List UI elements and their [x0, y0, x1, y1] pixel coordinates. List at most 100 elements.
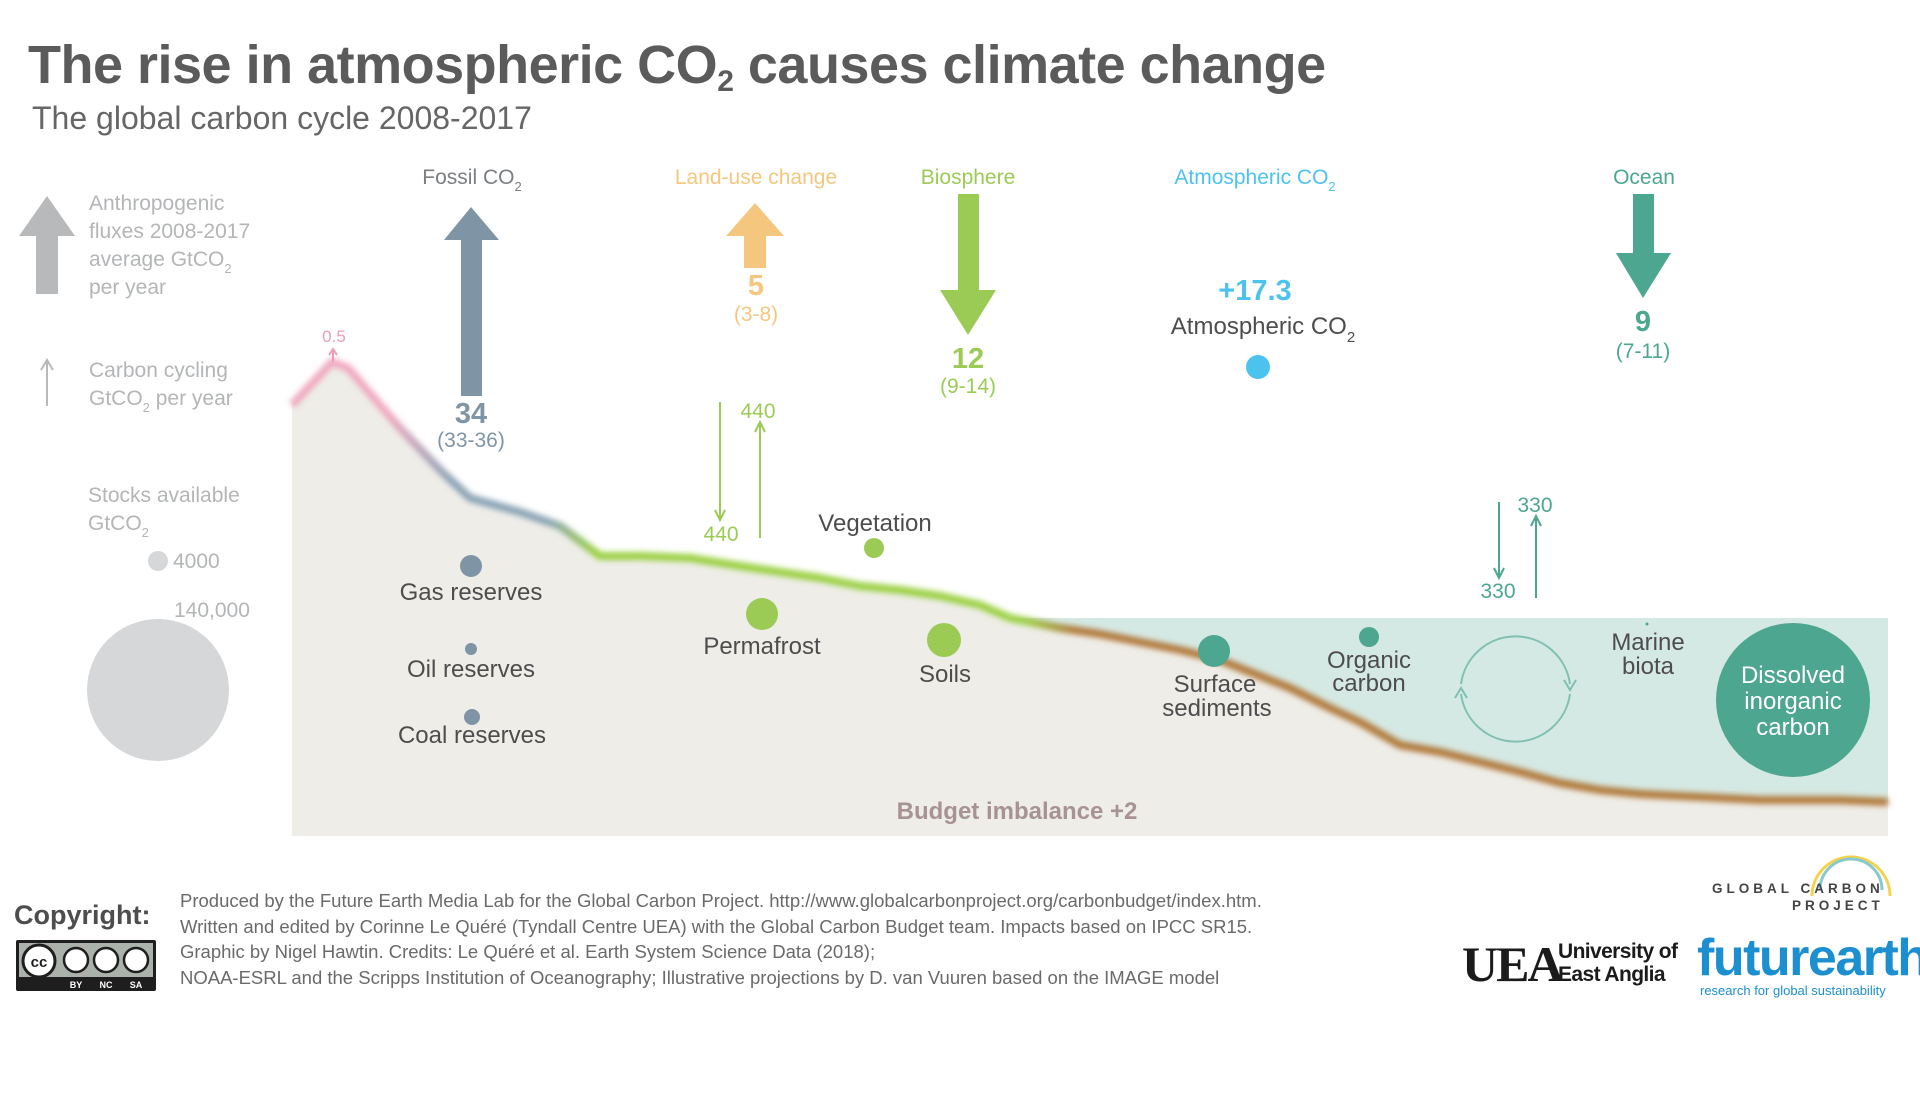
oil-reserves-label: Oil reserves [407, 656, 535, 683]
ocean-arrow-icon [1616, 194, 1671, 298]
uea-logo-mark[interactable]: UEA [1462, 936, 1564, 992]
atmospheric-stock [1246, 355, 1270, 379]
surface-sediments-label: Surface [1174, 671, 1257, 698]
gcp-line1: GLOBAL CARBON [1712, 881, 1884, 896]
legend-flux-arrow-icon [19, 196, 75, 294]
volcanic-arrowhead [328, 347, 338, 356]
land-cycle-up-value: 440 [740, 400, 775, 423]
legend-cycle-arrowhead [40, 358, 54, 371]
legend-flux-line3: average GtCO2 [89, 248, 232, 276]
biosphere-heading: Biosphere [921, 166, 1016, 189]
credits: Produced by the Future Earth Media Lab f… [180, 888, 1262, 990]
future-earth-logo[interactable]: futurearth [1697, 929, 1920, 987]
ocean-cycle-loop-arrowhead-left [1454, 686, 1468, 699]
gcp-logo-arc-icon-2 [1818, 857, 1884, 891]
future-earth-tagline: research for global sustainability [1700, 983, 1886, 998]
ocean-value: 9 [1635, 306, 1651, 338]
ocean-heading: Ocean [1613, 166, 1675, 189]
credits-line2: Written and edited by Corinne Le Quéré (… [180, 915, 1253, 937]
legend-flux-line1: Anthropogenic [89, 192, 224, 215]
ocean-range: (7-11) [1616, 340, 1670, 363]
dic-label-2: inorganic [1744, 688, 1841, 715]
ocean-carbon-cycling: 330 330 [1480, 494, 1552, 603]
gas-reserves-stock [460, 555, 482, 577]
credits-line1: Produced by the Future Earth Media Lab f… [180, 890, 1262, 911]
landuse-value: 5 [748, 270, 764, 302]
atmospheric-label: Atmospheric CO2 [1171, 313, 1355, 346]
cc-by-label: BY [70, 980, 83, 990]
uea-line1: University of [1558, 940, 1678, 963]
dic-label-1: Dissolved [1741, 662, 1845, 689]
ocean-cycle-loop-icon [1460, 635, 1571, 685]
organic-carbon-label: Organic [1327, 647, 1411, 674]
atmospheric-heading: Atmospheric CO2 [1174, 166, 1335, 194]
land-stocks: Vegetation Permafrost Soils [703, 510, 971, 688]
vegetation-label: Vegetation [818, 510, 931, 537]
ocean-cycle-loop-icon-lower [1460, 693, 1571, 743]
marine-biota-label-2: biota [1622, 653, 1675, 680]
marine-biota-label: Marine [1611, 629, 1684, 656]
coal-reserves-stock [464, 709, 480, 725]
uea-line2: East Anglia [1558, 963, 1666, 986]
credits-line4: NOAA-ESRL and the Scripps Institution of… [180, 966, 1220, 988]
page-subtitle: The global carbon cycle 2008-2017 [32, 100, 532, 136]
ocean-cycle-down-arrowhead [1493, 567, 1505, 581]
oil-reserves-stock [465, 643, 477, 655]
legend-small-stock-value: 4000 [173, 550, 220, 573]
legend-flux-line2: fluxes 2008-2017 [89, 220, 250, 243]
legend-large-stock [87, 619, 229, 761]
soils-stock [927, 623, 961, 657]
fossil-value: 34 [455, 398, 487, 430]
gcp-logo-arc-icon [1810, 855, 1892, 897]
volcanic-value: 0.5 [322, 327, 346, 346]
biosphere: Biosphere 12 (9-14) [921, 166, 1016, 398]
ocean-stocks: Surface sediments Organic carbon Marine … [1162, 622, 1870, 777]
biosphere-value: 12 [952, 343, 984, 375]
fossil-arrow-icon [444, 207, 499, 396]
legend-small-stock [148, 551, 168, 571]
surface-sediments-stock [1198, 635, 1230, 667]
landuse-arrow-icon [726, 203, 784, 268]
legend-cycle-line1: Carbon cycling [89, 359, 228, 382]
cc-license-badge[interactable]: cc BY NC SA [16, 940, 156, 991]
ocean: Ocean 9 (7-11) [1613, 166, 1675, 363]
ocean-cycle-up-arrowhead [1530, 513, 1542, 527]
vegetation-stock [864, 538, 884, 558]
gcp-line2: PROJECT [1791, 898, 1884, 913]
ocean-cycle-loop-arrowhead-right [1563, 679, 1577, 692]
budget-imbalance: Budget imbalance +2 [897, 798, 1138, 825]
gas-reserves-label: Gas reserves [400, 579, 543, 606]
atmospheric-co2: Atmospheric CO2 +17.3 Atmospheric CO2 [1171, 166, 1355, 379]
land-cycle-down-arrowhead [714, 509, 726, 523]
dissolved-inorganic-carbon-stock [1716, 623, 1870, 777]
ocean-cycle-up-value: 330 [1517, 494, 1552, 517]
soils-label: Soils [919, 661, 971, 688]
fossil-reserves: Gas reserves Oil reserves Coal reserves [398, 555, 546, 749]
credits-line3: Graphic by Nigel Hawtin. Credits: Le Qué… [180, 941, 876, 962]
ocean-cycle-down-value: 330 [1480, 580, 1515, 603]
cc-nc-icon [92, 946, 120, 974]
cc-sa-icon [122, 946, 150, 974]
terrain-edge [289, 358, 1889, 806]
legend-flux-line4: per year [89, 276, 166, 299]
landuse-range: (3-8) [734, 303, 778, 326]
surface-sediments-label-2: sediments [1162, 695, 1271, 722]
land-cycle-up-arrowhead [754, 419, 766, 433]
cc-by-icon [62, 946, 90, 974]
dic-label-3: carbon [1756, 714, 1829, 741]
organic-carbon-stock [1359, 627, 1379, 647]
legend-large-stock-value: 140,000 [174, 599, 250, 622]
cc-icon [21, 943, 57, 979]
landuse-heading: Land-use change [675, 166, 837, 189]
volcanic-flux: 0.5 [322, 327, 346, 362]
gcp-logo[interactable] [1810, 855, 1892, 897]
copyright-label: Copyright: [14, 900, 151, 930]
biosphere-arrow-icon [940, 194, 996, 335]
page-title: The rise in atmospheric CO2 causes clima… [28, 35, 1326, 98]
land-carbon-cycling: 440 440 [703, 400, 775, 546]
gcp-logo-text[interactable]: GLOBAL CARBON PROJECT [1712, 880, 1884, 914]
uea-logo-name[interactable]: University of East Anglia [1558, 940, 1678, 986]
land-cycle-down-value: 440 [703, 523, 738, 546]
ground [292, 362, 1888, 836]
